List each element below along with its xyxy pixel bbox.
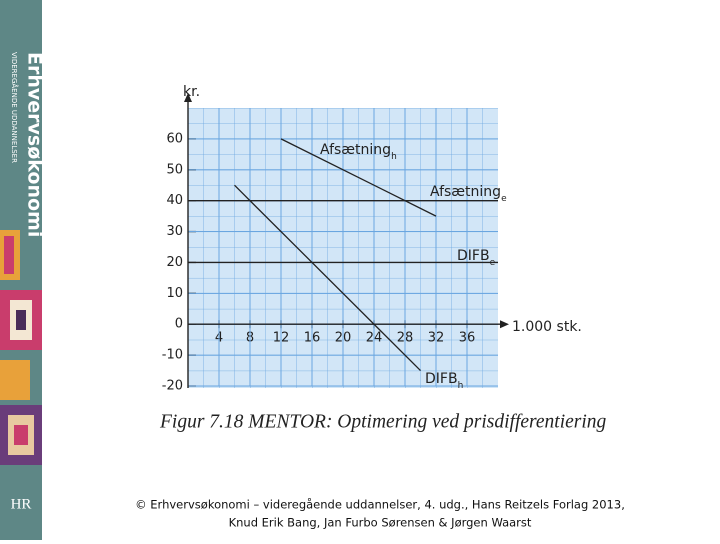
series-subscript: e [490,258,496,268]
caption: Figur 7.18 MENTOR: Optimering ved prisdi… [159,411,607,432]
y-tick-label: 30 [166,224,183,239]
x-axis-arrow [500,320,509,329]
y-tick-label: 10 [166,286,183,301]
y-tick-label: 0 [175,317,183,332]
y-tick-label: 40 [166,193,183,208]
series-name: DIFB [457,248,490,264]
series-subscript: e [501,194,507,204]
sidebar: Erhvervsøkonomi VIDEREGÅENDE UDDANNELSER… [0,0,46,540]
series-label: Afsætninge [430,184,507,204]
series-label: DIFBe [457,248,496,268]
brand: Erhvervsøkonomi [24,52,46,237]
deco [14,425,28,445]
y-tick-label: 50 [166,162,183,177]
series-name: Afsætning [320,142,391,158]
deco [0,360,30,400]
y-tick-label: -20 [162,379,183,394]
tagline: VIDEREGÅENDE UDDANNELSER [10,52,19,163]
footer-line: Knud Erik Bang, Jan Furbo Sørensen & Jør… [229,516,532,530]
series-name: Afsætning [430,184,501,200]
series-subscript: h [391,152,397,162]
series-subscript: h [458,381,464,391]
series-label: Afsætningh [320,142,397,162]
y-tick-label: -10 [162,348,183,363]
y-axis-label: kr. [183,84,200,100]
footer-line: © Erhvervsøkonomi – videregående uddanne… [135,498,625,512]
series-label: DIFBh [425,371,463,391]
logo: HR [11,496,32,512]
deco [4,236,14,274]
y-tick-label: 60 [166,131,183,146]
x-axis-label: 1.000 stk. [512,319,582,335]
series-line [234,184,421,372]
y-tick-label: 20 [166,255,183,270]
series-line [280,138,437,217]
series-name: DIFB [425,371,458,387]
deco [16,310,26,330]
